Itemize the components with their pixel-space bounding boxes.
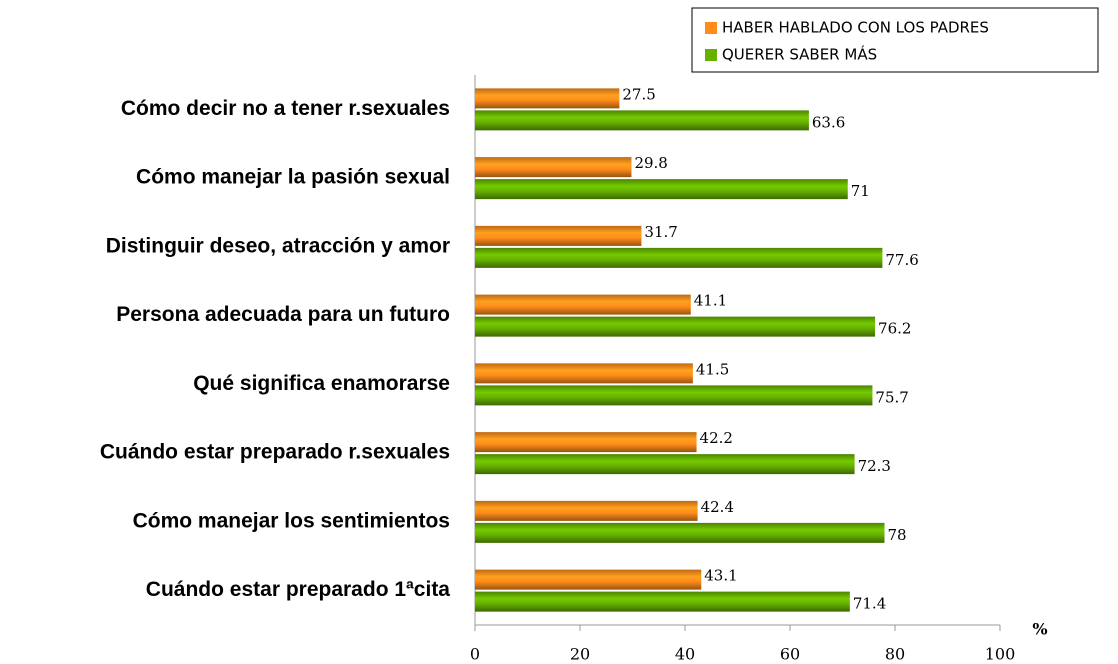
category-label: Cuándo estar preparado r.sexuales xyxy=(100,441,450,464)
legend-swatch xyxy=(705,49,717,61)
bar xyxy=(475,569,702,590)
bar xyxy=(475,385,873,406)
x-tick-label: 60 xyxy=(780,645,800,664)
x-tick-label: 100 xyxy=(985,645,1016,664)
category-label: Cómo manejar la pasión sexual xyxy=(136,166,450,189)
legend-swatch xyxy=(705,22,717,34)
bar xyxy=(475,247,883,268)
value-label: 71 xyxy=(851,182,870,200)
x-tick-label: 40 xyxy=(675,645,695,664)
bar xyxy=(475,363,693,384)
bar xyxy=(475,225,642,246)
value-label: 71.4 xyxy=(853,595,886,613)
category-label: Distinguir deseo, atracción y amor xyxy=(106,234,450,257)
bar xyxy=(475,522,885,543)
value-label: 42.2 xyxy=(700,429,733,447)
bar xyxy=(475,432,697,453)
value-label: 27.5 xyxy=(622,85,655,103)
value-label: 41.1 xyxy=(694,292,727,310)
value-label: 78 xyxy=(888,526,907,544)
bar xyxy=(475,294,691,315)
value-label: 77.6 xyxy=(885,251,918,269)
value-label: 63.6 xyxy=(812,113,845,131)
bar xyxy=(475,88,620,109)
bar xyxy=(475,500,698,521)
category-label: Qué significa enamorarse xyxy=(193,372,450,395)
value-label: 72.3 xyxy=(858,457,891,475)
value-label: 41.5 xyxy=(696,360,729,378)
category-label: Cómo decir no a tener r.sexuales xyxy=(121,97,450,120)
bar xyxy=(475,316,876,337)
value-label: 43.1 xyxy=(704,567,737,585)
value-label: 76.2 xyxy=(878,320,911,338)
x-tick-label: 0 xyxy=(470,645,480,664)
legend-label: HABER HABLADO CON LOS PADRES xyxy=(722,19,989,37)
bar xyxy=(475,454,855,475)
bar xyxy=(475,179,848,200)
bar xyxy=(475,591,850,612)
legend-label: QUERER SABER MÁS xyxy=(722,45,877,64)
bar xyxy=(475,157,632,178)
legend-box xyxy=(691,7,1099,73)
value-label: 31.7 xyxy=(644,223,677,241)
x-tick-label: 20 xyxy=(570,645,590,664)
category-label: Cuándo estar preparado 1ªcita xyxy=(146,578,451,601)
value-label: 29.8 xyxy=(634,154,667,172)
value-label: 75.7 xyxy=(875,388,908,406)
category-label: Cómo manejar los sentimientos xyxy=(133,509,450,532)
category-label: Persona adecuada para un futuro xyxy=(116,303,450,326)
x-tick-label: 80 xyxy=(885,645,905,664)
value-label: 42.4 xyxy=(701,498,734,516)
x-axis-label: % xyxy=(1032,620,1047,639)
bar xyxy=(475,110,809,131)
